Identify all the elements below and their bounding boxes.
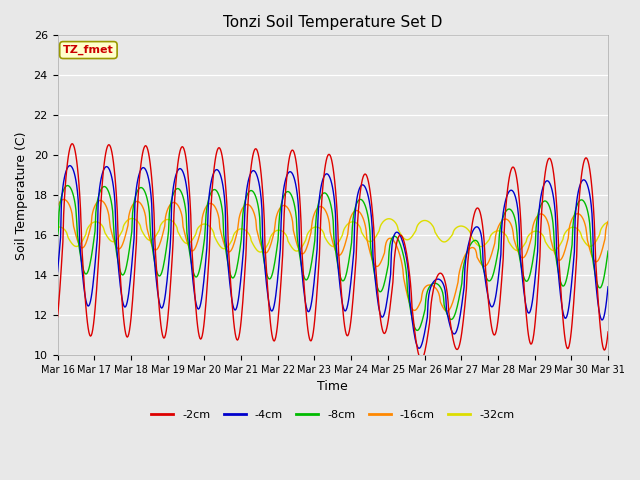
Title: Tonzi Soil Temperature Set D: Tonzi Soil Temperature Set D — [223, 15, 442, 30]
Legend: -2cm, -4cm, -8cm, -16cm, -32cm: -2cm, -4cm, -8cm, -16cm, -32cm — [147, 406, 519, 424]
X-axis label: Time: Time — [317, 381, 348, 394]
Text: TZ_fmet: TZ_fmet — [63, 45, 114, 55]
Y-axis label: Soil Temperature (C): Soil Temperature (C) — [15, 131, 28, 260]
